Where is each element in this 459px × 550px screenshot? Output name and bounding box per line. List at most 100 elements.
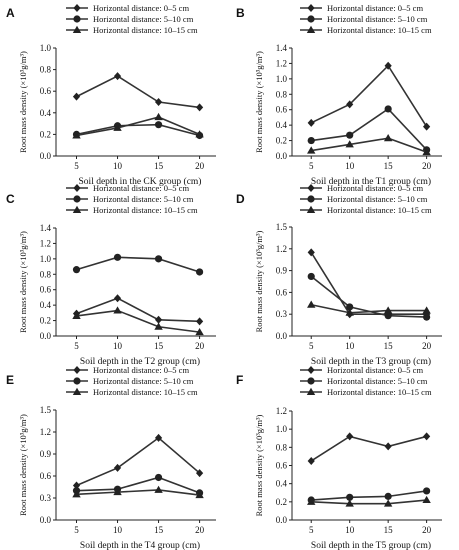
data-point [113, 463, 122, 472]
y-tick-label: 1.0 [276, 424, 288, 434]
y-tick-label: 0.0 [276, 515, 288, 525]
y-tick-label: 0.0 [40, 151, 52, 161]
data-point [384, 312, 392, 320]
legend-entry: Horizontal distance: 5–10 cm [93, 376, 194, 386]
data-point [346, 303, 354, 311]
data-point [72, 266, 81, 274]
data-point [383, 499, 393, 507]
x-tick-label: 5 [309, 161, 314, 171]
x-axis-label: Soil depth in the T1 group (cm) [311, 176, 431, 187]
y-tick-label: 1.2 [276, 406, 287, 416]
series-line-3 [311, 303, 427, 314]
x-axis-label: Soil depth in the T3 group (cm) [311, 356, 431, 367]
data-point [346, 100, 354, 109]
data-point [195, 327, 204, 336]
y-tick-label: 0.8 [276, 442, 288, 452]
x-tick-label: 20 [195, 341, 205, 351]
data-point [345, 308, 354, 316]
y-tick-label: 0.8 [40, 65, 52, 75]
x-tick-label: 20 [195, 161, 205, 171]
panel-label: B [236, 6, 245, 20]
x-tick-label: 5 [74, 161, 79, 171]
data-point [383, 134, 393, 142]
y-tick-label: 0.6 [40, 86, 52, 96]
data-point [345, 140, 354, 148]
data-point [423, 487, 431, 495]
x-tick-label: 5 [309, 525, 314, 535]
x-tick-label: 10 [113, 525, 123, 535]
series-line-2 [311, 107, 428, 151]
data-point [195, 490, 204, 499]
data-point [422, 147, 431, 156]
x-axis-label: Soil depth in the T5 group (cm) [311, 540, 431, 550]
x-tick-label: 10 [345, 525, 355, 535]
data-point [384, 105, 392, 113]
legend-marker [73, 366, 81, 374]
data-point [154, 112, 163, 121]
y-tick-label: 0.4 [40, 108, 52, 118]
data-point [307, 248, 315, 257]
chart-panel-d: D 0.0 0.3 0.6 0.9 1.2 1.5 5 10 15 20 Soil depth in … [236, 183, 442, 367]
y-tick-label: 0.6 [40, 471, 52, 481]
y-tick-label: 1.2 [276, 58, 287, 68]
y-tick-label: 0.2 [276, 497, 287, 507]
y-tick-label: 0.6 [40, 285, 52, 295]
chart-panel-c: C 0.0 0.2 0.4 0.6 0.8 1.0 1.2 1.4 5 10 15 20 Soil dep… [6, 183, 216, 367]
series-line-3 [76, 489, 200, 496]
data-point [113, 123, 122, 131]
y-tick-label: 1.0 [276, 74, 288, 84]
data-point [154, 255, 163, 263]
data-point [154, 315, 163, 324]
panel-label: E [6, 373, 14, 387]
y-tick-label: 1.4 [40, 223, 52, 233]
legend-entry: Horizontal distance: 10–15 cm [327, 205, 432, 215]
x-axis-label: Soil depth in the T4 group (cm) [80, 540, 200, 550]
legend-marker [73, 377, 81, 385]
data-point [346, 493, 354, 501]
legend-entry: Horizontal distance: 10–15 cm [93, 205, 198, 215]
data-point [423, 432, 431, 441]
panel-label: C [6, 192, 15, 206]
x-tick-label: 15 [154, 161, 164, 171]
legend-entry: Horizontal distance: 0–5 cm [327, 3, 423, 13]
legend-entry: Horizontal distance: 0–5 cm [93, 183, 189, 193]
y-tick-label: 0.0 [276, 331, 288, 341]
data-point [423, 313, 431, 321]
x-tick-label: 10 [113, 161, 123, 171]
y-tick-label: 0.8 [276, 89, 288, 99]
x-axis-label: Soil depth in the CK group (cm) [79, 176, 202, 187]
y-tick-label: 0.3 [40, 493, 52, 503]
data-point [307, 136, 315, 145]
series-line-1 [76, 297, 200, 323]
data-point [113, 72, 122, 81]
y-axis-label: Root mass density (×10³g/m³) [18, 231, 28, 333]
data-point [422, 495, 431, 504]
data-point [195, 103, 204, 112]
data-point [154, 98, 163, 106]
y-axis-label: Root mass density (×10³g/m³) [18, 51, 28, 153]
series-line-1 [76, 436, 201, 487]
legend-marker [306, 387, 316, 395]
y-tick-label: 0.0 [40, 331, 52, 341]
data-point [422, 306, 431, 314]
data-point [384, 492, 392, 500]
series-line-2 [311, 490, 427, 501]
y-tick-label: 0.4 [276, 479, 288, 489]
x-tick-label: 5 [74, 341, 79, 351]
data-point [154, 121, 163, 129]
legend-entry: Horizontal distance: 5–10 cm [327, 194, 428, 204]
panel-label: A [6, 6, 15, 20]
y-tick-label: 0.6 [276, 461, 288, 471]
y-axis-label: Root mass density (×10³g/m³) [18, 414, 28, 516]
x-tick-label: 20 [422, 525, 432, 535]
x-tick-label: 15 [154, 525, 164, 535]
legend-entry: Horizontal distance: 5–10 cm [93, 194, 194, 204]
legend-entry: Horizontal distance: 5–10 cm [327, 14, 428, 24]
data-point [307, 300, 316, 308]
legend-marker [307, 366, 315, 374]
y-tick-label: 0.9 [40, 449, 52, 459]
y-tick-label: 0.0 [276, 151, 288, 161]
x-tick-label: 5 [309, 341, 314, 351]
data-point [346, 432, 354, 441]
